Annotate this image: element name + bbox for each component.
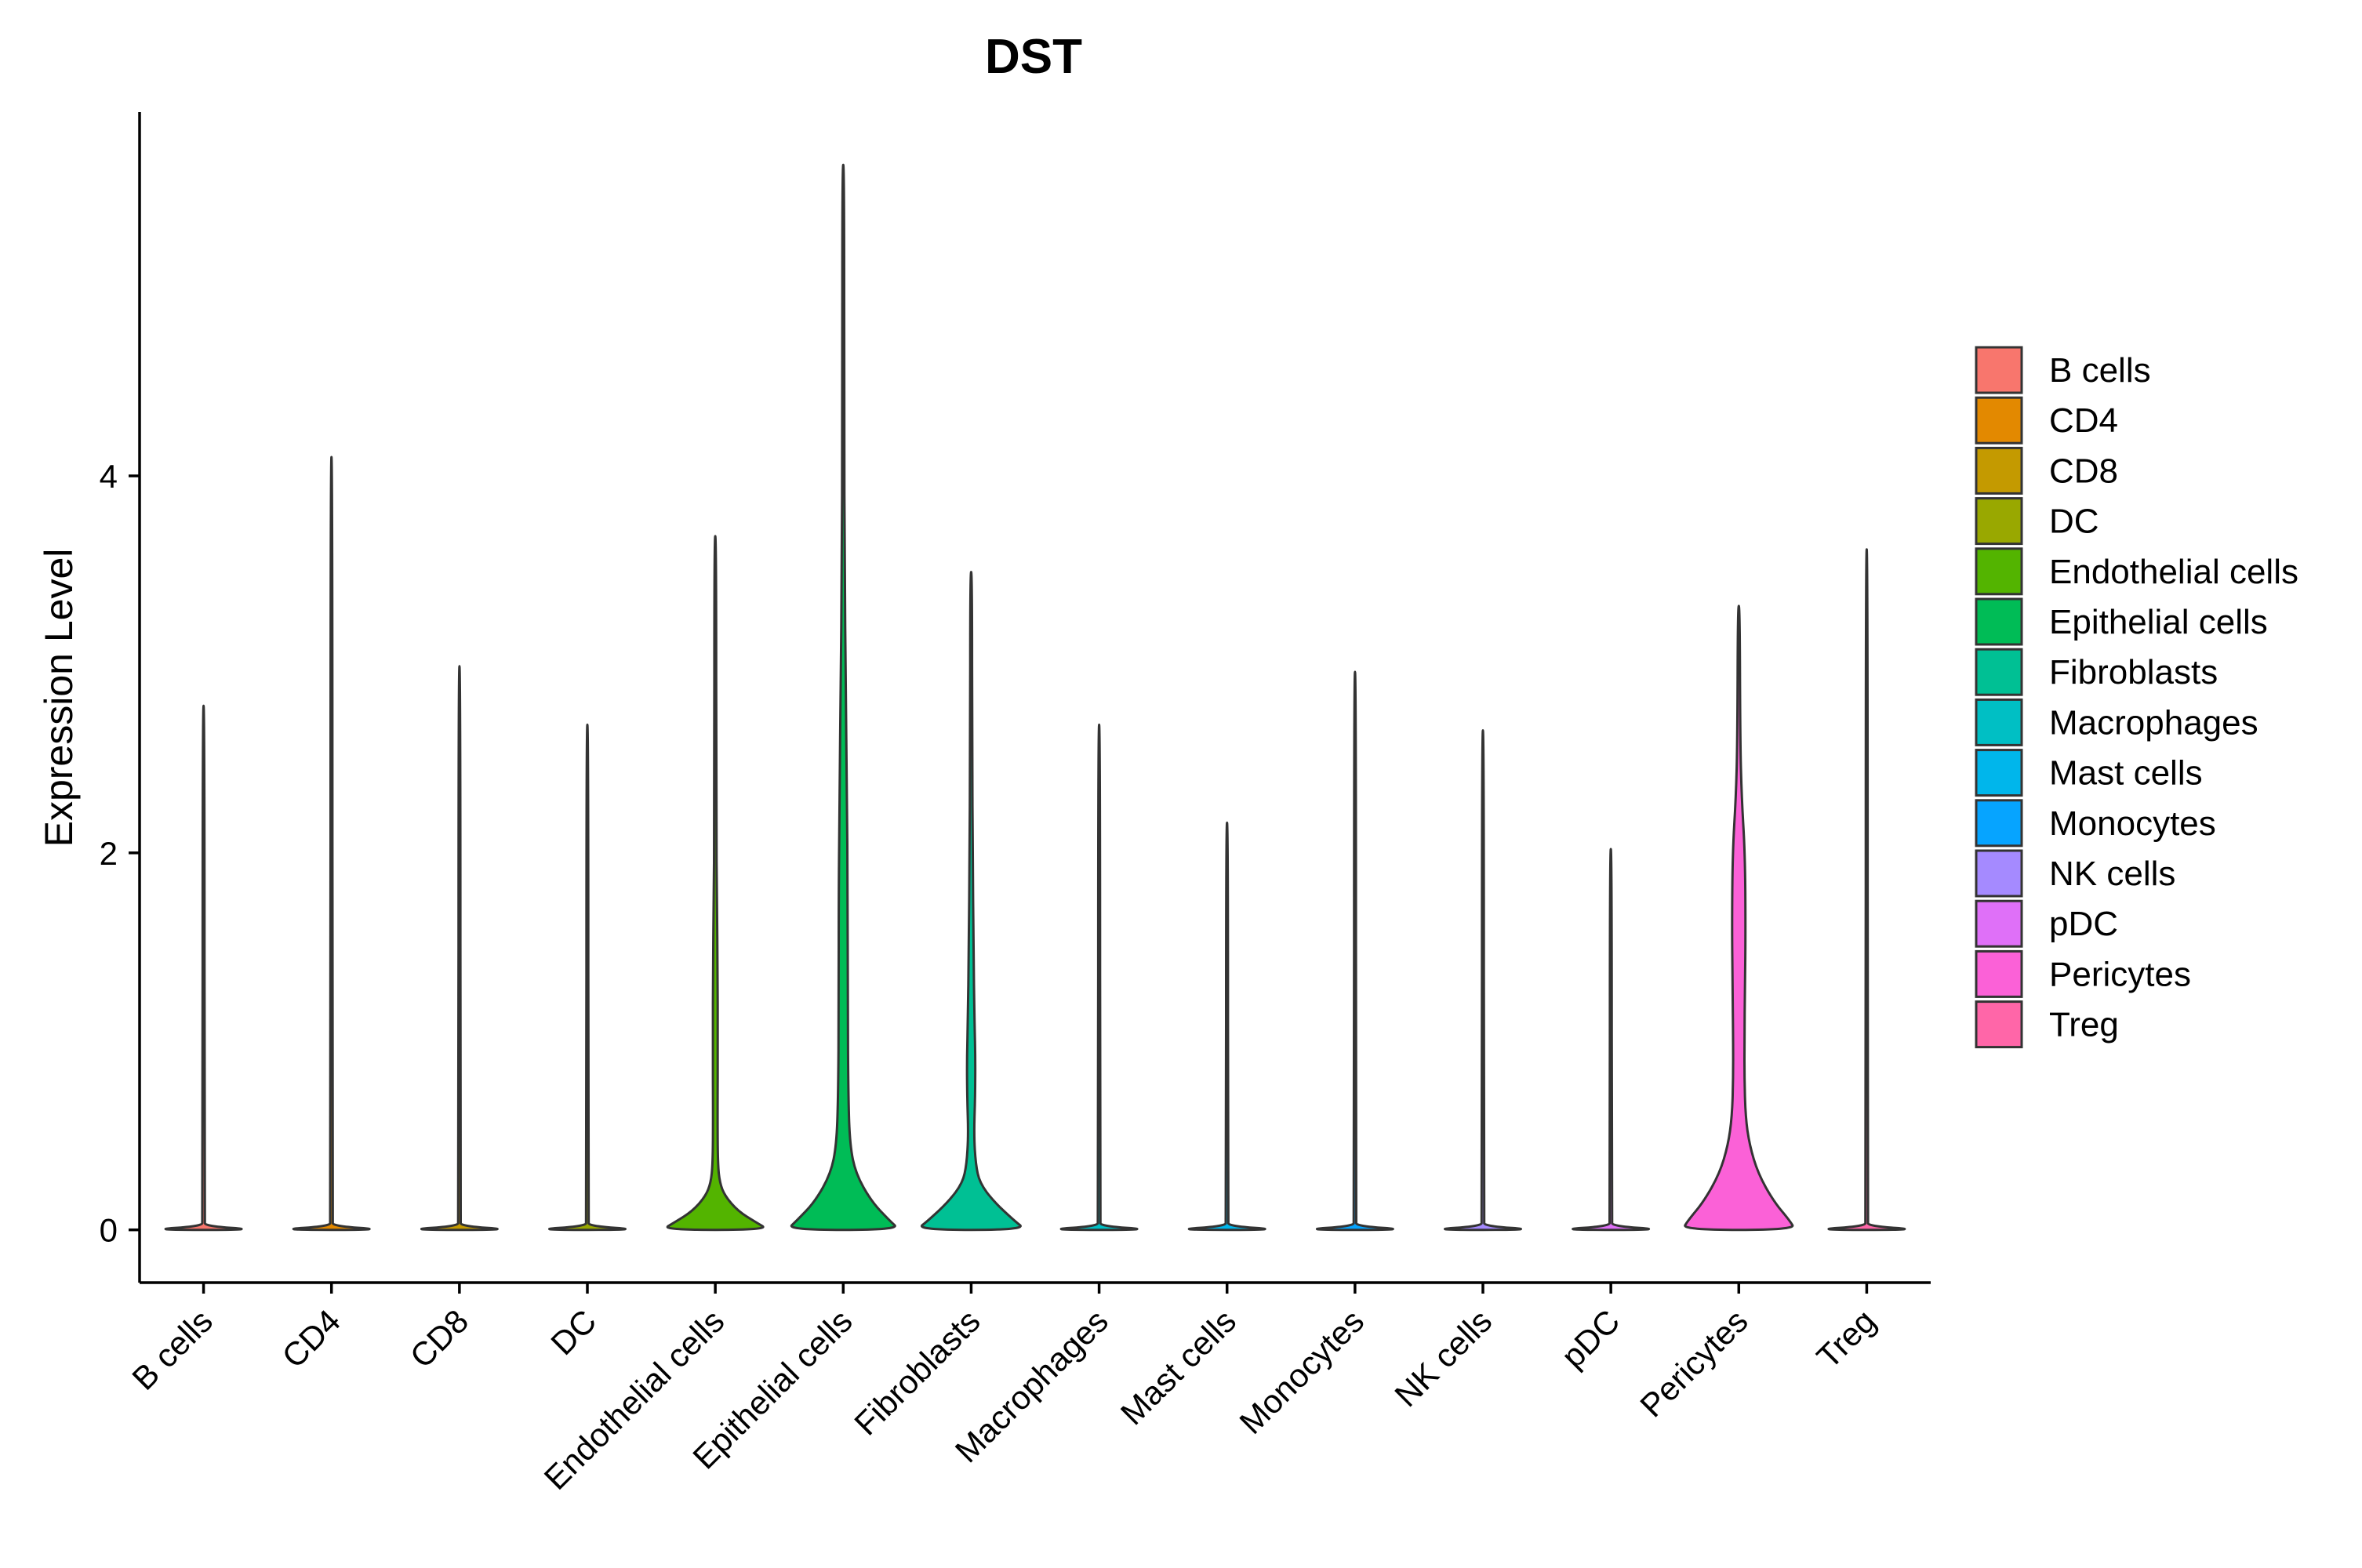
plot-area — [164, 163, 1906, 1232]
legend-key-nk-cells — [1975, 849, 2023, 898]
legend-key-fibroblasts — [1975, 648, 2023, 696]
legend-key-epithelial-cells — [1975, 597, 2023, 646]
violin-pdc — [1572, 848, 1651, 1232]
violin-cd4 — [292, 456, 371, 1232]
legend-key-cd4 — [1975, 396, 2023, 445]
violin-dc — [548, 723, 627, 1232]
legend-label: Treg — [2049, 1006, 2119, 1044]
violin-endothelial-cells — [666, 535, 765, 1232]
violin-nk-cells — [1444, 729, 1522, 1232]
legend-label: pDC — [2049, 905, 2118, 943]
legend-label: CD8 — [2049, 452, 2118, 490]
legend-label: Fibroblasts — [2049, 653, 2218, 691]
violin-monocytes — [1315, 670, 1394, 1232]
legend-label: Monocytes — [2049, 804, 2216, 843]
legend-label: Endothelial cells — [2049, 553, 2298, 591]
violin-epithelial-cells — [790, 163, 896, 1232]
legend-key-cd8 — [1975, 446, 2023, 495]
legend-key-treg — [1975, 1000, 2023, 1049]
legend-label: Pericytes — [2049, 955, 2191, 993]
legend-key-pericytes — [1975, 949, 2023, 998]
y-axis-label: Expression Level — [37, 549, 81, 848]
legend-label: Macrophages — [2049, 703, 2258, 742]
legend-key-b-cells — [1975, 346, 2023, 394]
violin-cd8 — [420, 665, 499, 1232]
legend-label: NK cells — [2049, 855, 2175, 893]
legend-label: B cells — [2049, 351, 2151, 390]
legend-label: Epithelial cells — [2049, 603, 2268, 641]
violin-treg — [1827, 548, 1906, 1232]
violin-mast-cells — [1187, 821, 1266, 1232]
violin-fibroblasts — [920, 571, 1022, 1232]
legend-key-monocytes — [1975, 799, 2023, 848]
y-tick-label: 4 — [100, 458, 118, 495]
y-tick-label: 0 — [100, 1212, 118, 1249]
legend-key-pdc — [1975, 899, 2023, 948]
legend-label: DC — [2049, 503, 2099, 541]
violin-pericytes — [1684, 604, 1794, 1232]
legend-label: CD4 — [2049, 401, 2118, 440]
legend-label: Mast cells — [2049, 754, 2203, 793]
legend-key-macrophages — [1975, 698, 2023, 746]
y-tick-label: 2 — [100, 835, 118, 872]
legend-key-dc — [1975, 497, 2023, 546]
violin-macrophages — [1059, 723, 1139, 1232]
legend: B cells CD4 CD8 DC Endothelial cells Epitheli… — [1975, 346, 2298, 1049]
violin-b-cells — [164, 704, 243, 1232]
legend-key-mast-cells — [1975, 749, 2023, 797]
chart-title: DST — [985, 30, 1082, 84]
legend-key-endothelial-cells — [1975, 547, 2023, 596]
